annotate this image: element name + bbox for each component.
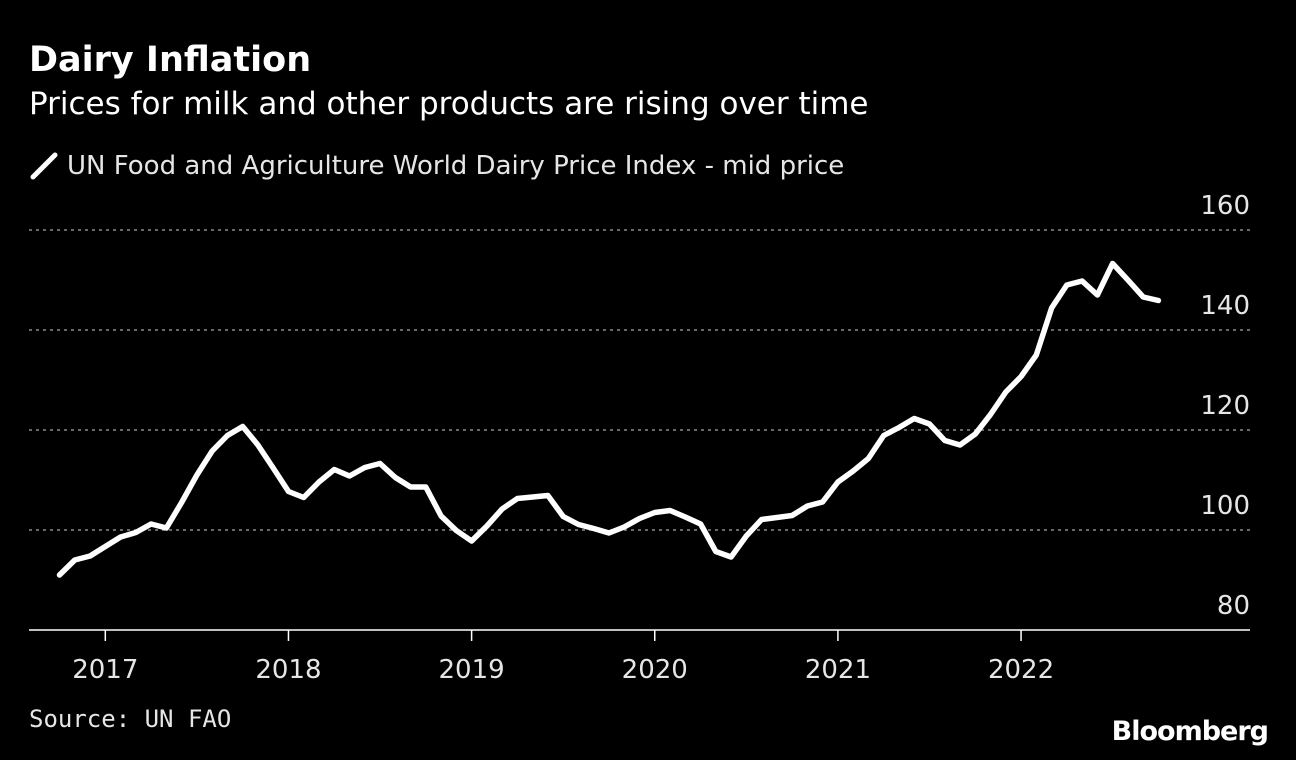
- x-tick-label: 2018: [255, 655, 321, 685]
- series-line: [56, 260, 1162, 578]
- legend: UN Food and Agriculture World Dairy Pric…: [29, 151, 844, 181]
- x-tick-labels: 2017 2018 2019 2020 2021 2022: [72, 655, 1054, 685]
- series-layer: [56, 260, 1162, 578]
- x-tick-label: 2020: [622, 655, 688, 685]
- y-tick-label: 100: [1200, 491, 1250, 521]
- y-tick-label: 80: [1217, 591, 1250, 621]
- x-tick-label: 2022: [988, 655, 1054, 685]
- chart-title: Dairy Inflation: [29, 40, 312, 80]
- chart-subtitle: Prices for milk and other products are r…: [29, 86, 869, 122]
- legend-label: UN Food and Agriculture World Dairy Pric…: [67, 151, 845, 181]
- source-note: Source: UN FAO: [29, 705, 232, 733]
- y-tick-label: 140: [1200, 291, 1250, 321]
- y-tick-label: 120: [1200, 391, 1250, 421]
- x-axis: [29, 629, 1250, 641]
- x-tick-label: 2019: [439, 655, 505, 685]
- grid-lines: [29, 229, 1250, 531]
- x-tick-label: 2021: [805, 655, 871, 685]
- y-tick-label: 160: [1200, 191, 1250, 221]
- y-axis: 80 100 120 140 160: [1200, 191, 1250, 621]
- bloomberg-logo: Bloomberg: [1111, 716, 1269, 747]
- x-tick-label: 2017: [72, 655, 138, 685]
- legend-line-icon: [30, 152, 58, 180]
